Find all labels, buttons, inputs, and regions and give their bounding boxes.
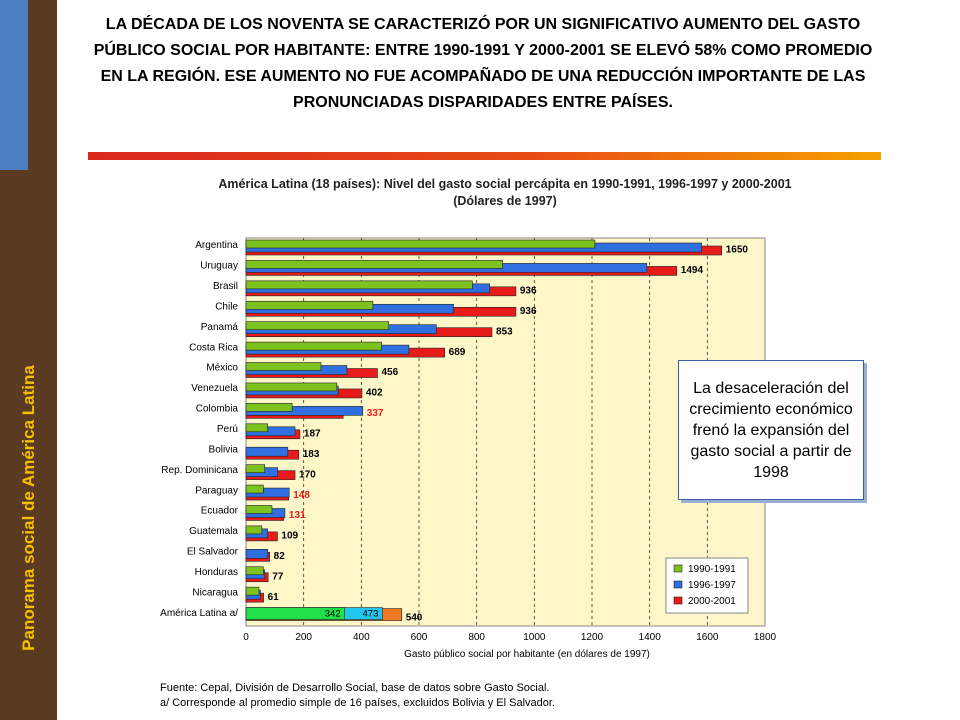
bar-1996-1997 — [245, 549, 268, 559]
y-category-label: Honduras — [195, 567, 238, 578]
sidebar-accent-bar — [0, 0, 28, 170]
x-tick-label: 800 — [468, 632, 485, 643]
y-category-label: Venezuela — [191, 383, 238, 394]
bar-1990-1991 — [245, 607, 345, 620]
legend-label: 1996-1997 — [688, 580, 736, 591]
data-label: 131 — [289, 510, 306, 521]
data-label-inner: 342 — [325, 609, 341, 620]
data-label: 82 — [274, 551, 286, 562]
bar-1990-1991 — [245, 525, 263, 535]
y-category-label: Paraguay — [195, 485, 238, 496]
x-tick-label: 1000 — [523, 632, 546, 643]
legend-swatch — [673, 564, 683, 573]
y-category-label: Rep. Dominicana — [161, 465, 238, 476]
data-label: 1650 — [726, 245, 749, 256]
y-category-label: Guatemala — [189, 526, 238, 537]
bar-1990-1991 — [245, 341, 382, 351]
legend-swatch — [673, 580, 683, 589]
sidebar: Panorama social de América Latina — [0, 0, 57, 720]
bar-1990-1991 — [245, 280, 473, 290]
data-label: 853 — [496, 326, 513, 337]
bar-1990-1991 — [245, 382, 338, 392]
y-category-label: El Salvador — [187, 547, 239, 558]
data-label: 402 — [366, 388, 383, 399]
y-category-label: Colombia — [196, 404, 239, 415]
y-category-label: Brasil — [213, 281, 238, 292]
source-note: Fuente: Cepal, División de Desarrollo So… — [160, 681, 555, 711]
legend-label: 2000-2001 — [688, 596, 736, 607]
data-label-inner: 473 — [363, 609, 379, 620]
legend-label: 1990-1991 — [688, 564, 736, 575]
bar-1990-1991 — [245, 260, 503, 269]
bar-1990-1991 — [245, 464, 266, 473]
x-tick-label: 1400 — [639, 632, 662, 643]
data-label: 337 — [367, 408, 384, 419]
chart-subtitle: (Dólares de 1997) — [453, 194, 557, 208]
sidebar-label: Panorama social de América Latina — [19, 365, 38, 651]
bar-1990-1991 — [245, 362, 322, 371]
x-axis-label: Gasto público social por habitante (en d… — [404, 649, 650, 660]
y-category-label: Costa Rica — [189, 342, 238, 353]
bar-1990-1991 — [245, 586, 260, 596]
data-label: 187 — [304, 428, 321, 439]
x-tick-label: 600 — [411, 632, 428, 643]
legend-swatch — [673, 596, 683, 605]
data-label: 1494 — [681, 265, 704, 276]
data-label: 540 — [406, 612, 423, 623]
data-label: 456 — [381, 367, 398, 378]
y-category-label: Uruguay — [200, 261, 238, 272]
chart-heading: América Latina (18 países): Nivel del ga… — [150, 176, 860, 210]
x-tick-label: 400 — [353, 632, 370, 643]
data-label: 936 — [520, 286, 537, 297]
bar-1990-1991 — [245, 321, 390, 330]
y-category-label: Panamá — [201, 322, 239, 333]
data-label: 183 — [303, 449, 320, 460]
bar-1990-1991 — [245, 403, 293, 412]
chart-title: América Latina (18 países): Nivel del ga… — [218, 177, 792, 191]
y-category-label: América Latina a/ — [160, 608, 238, 619]
y-category-label: Chile — [215, 301, 238, 312]
data-label: 936 — [520, 306, 537, 317]
source-line: Fuente: Cepal, División de Desarrollo So… — [160, 682, 550, 694]
y-category-label: Bolivia — [209, 444, 239, 455]
data-label: 689 — [449, 347, 466, 358]
callout-box: La desaceleración del crecimiento económ… — [678, 360, 864, 500]
bar-1996-1997 — [245, 446, 289, 457]
y-category-label: Argentina — [195, 240, 238, 251]
x-tick-label: 1600 — [696, 632, 719, 643]
y-category-label: México — [206, 363, 238, 374]
bar-1990-1991 — [245, 566, 264, 576]
callout-text: La desaceleración del crecimiento económ… — [689, 379, 853, 481]
y-category-label: Perú — [217, 424, 238, 435]
bar-1990-1991 — [245, 239, 596, 249]
x-tick-label: 1200 — [581, 632, 604, 643]
data-label: 148 — [293, 490, 310, 501]
title-divider — [88, 152, 881, 160]
bar-1990-1991 — [245, 505, 273, 514]
slide-title: LA DÉCADA DE LOS NOVENTA SE CARACTERIZÓ … — [93, 16, 873, 111]
x-tick-label: 200 — [295, 632, 312, 643]
data-label: 109 — [281, 531, 298, 542]
y-category-label: Nicaragua — [192, 587, 238, 598]
y-category-label: Ecuador — [201, 506, 239, 517]
footnote-line: a/ Corresponde al promedio simple de 16 … — [160, 697, 555, 709]
x-tick-label: 1800 — [754, 632, 777, 643]
x-tick-label: 0 — [243, 632, 249, 643]
bar-1990-1991 — [245, 300, 374, 310]
data-label: 170 — [299, 469, 316, 480]
data-label: 77 — [272, 571, 284, 582]
bar-1990-1991 — [245, 423, 268, 433]
data-label: 61 — [268, 592, 280, 603]
bar-1990-1991 — [245, 484, 264, 494]
